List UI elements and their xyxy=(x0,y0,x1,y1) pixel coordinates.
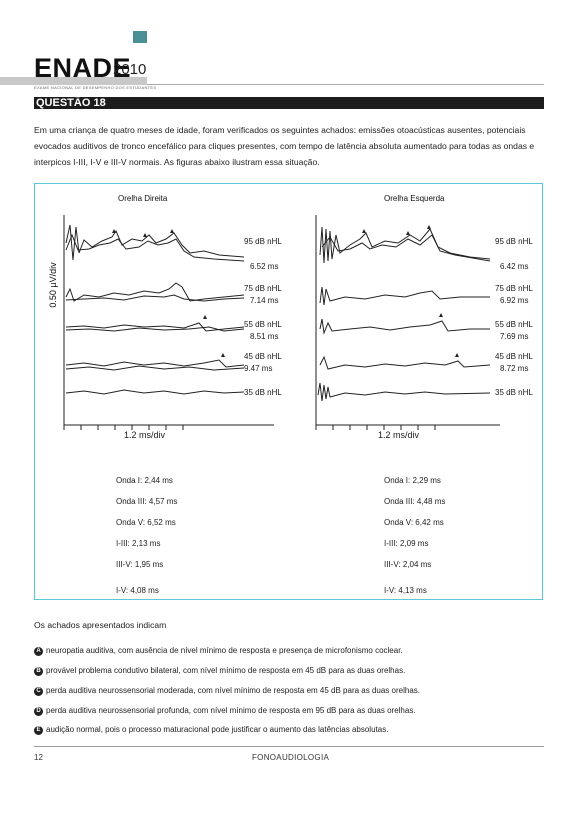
right-ear-x-label: 1.2 ms/div xyxy=(124,430,166,440)
option-d-text: perda auditiva neurossensorial profunda,… xyxy=(46,706,416,715)
right-ear-y-label: 0.50 µV/div xyxy=(48,262,58,308)
question-title: QUESTÃO 18 xyxy=(36,97,106,109)
right-trace-95-latency: 6.52 ms xyxy=(250,262,279,271)
right-stat-onda-iii: Onda III: 4,57 ms xyxy=(116,497,178,506)
brand-tagline: EXAME NACIONAL DE DESEMPENHO DOS ESTUDAN… xyxy=(34,85,157,90)
left-trace-55-level: 55 dB nHL xyxy=(495,320,533,329)
option-a-badge: A xyxy=(34,647,43,656)
option-c-badge: C xyxy=(34,687,43,696)
option-c-text: perda auditiva neurossensorial moderada,… xyxy=(46,686,420,695)
right-stat-iii-v: III-V: 1,95 ms xyxy=(116,560,164,569)
question-stem: Os achados apresentados indicam xyxy=(34,620,167,630)
left-stat-onda-i: Onda I: 2,29 ms xyxy=(384,476,441,485)
left-ear-title: Orelha Esquerda xyxy=(384,194,445,203)
option-b-text: provável problema condutivo bilateral, c… xyxy=(46,666,406,675)
option-e-badge: E xyxy=(34,726,43,735)
footer-rule xyxy=(34,746,544,747)
left-trace-45-level: 45 dB nHL xyxy=(495,352,533,361)
question-bar xyxy=(34,97,544,109)
left-ear-plot xyxy=(315,215,500,430)
option-a-text: neuropatia auditiva, com ausência de nív… xyxy=(46,646,403,655)
right-stat-onda-v: Onda V: 6,52 ms xyxy=(116,518,176,527)
left-trace-95-latency: 6.42 ms xyxy=(500,262,529,271)
figure-box xyxy=(34,183,543,600)
right-stat-i-v: I-V: 4,08 ms xyxy=(116,586,159,595)
left-trace-55-latency: 7.69 ms xyxy=(500,332,529,341)
left-stat-iii-v: III-V: 2,04 ms xyxy=(384,560,432,569)
left-stat-onda-v: Onda V: 6,42 ms xyxy=(384,518,444,527)
right-ear-plot: 0.50 µV/div xyxy=(48,215,274,430)
left-trace-35-level: 35 dB nHL xyxy=(495,388,533,397)
right-trace-45-latency: 9.47 ms xyxy=(244,364,273,373)
left-trace-75-latency: 6.92 ms xyxy=(500,296,529,305)
left-stat-onda-iii: Onda III: 4,48 ms xyxy=(384,497,446,506)
left-ear-x-label: 1.2 ms/div xyxy=(378,430,420,440)
right-trace-55-level: 55 dB nHL xyxy=(244,320,282,329)
left-trace-95-level: 95 dB nHL xyxy=(495,237,533,246)
footer-course: FONOAUDIOLOGIA xyxy=(252,753,330,762)
left-trace-75-level: 75 dB nHL xyxy=(495,284,533,293)
right-trace-75-level: 75 dB nHL xyxy=(244,284,282,293)
left-stat-i-iii: I-III: 2,09 ms xyxy=(384,539,429,548)
right-trace-45-level: 45 dB nHL xyxy=(244,352,282,361)
right-stat-onda-i: Onda I: 2,44 ms xyxy=(116,476,173,485)
option-b-badge: B xyxy=(34,667,43,676)
right-trace-35-level: 35 dB nHL xyxy=(244,388,282,397)
option-d-badge: D xyxy=(34,707,43,716)
question-intro: Em uma criança de quatro meses de idade,… xyxy=(34,125,535,167)
option-e-text: audição normal, pois o processo maturaci… xyxy=(46,725,389,734)
right-stat-i-iii: I-III: 2,13 ms xyxy=(116,539,161,548)
header-grey-bar xyxy=(0,77,147,85)
right-trace-75-latency: 7.14 ms xyxy=(250,296,279,305)
header-rule xyxy=(147,84,544,85)
right-trace-55-latency: 8.51 ms xyxy=(250,332,279,341)
left-trace-45-latency: 8.72 ms xyxy=(500,364,529,373)
page-number: 12 xyxy=(34,753,43,762)
logo-square-icon xyxy=(133,31,147,43)
left-stat-i-v: I-V: 4,13 ms xyxy=(384,586,427,595)
right-ear-title: Orelha Direita xyxy=(118,194,168,203)
brand-year: 2010 xyxy=(113,61,147,78)
right-trace-95-level: 95 dB nHL xyxy=(244,237,282,246)
